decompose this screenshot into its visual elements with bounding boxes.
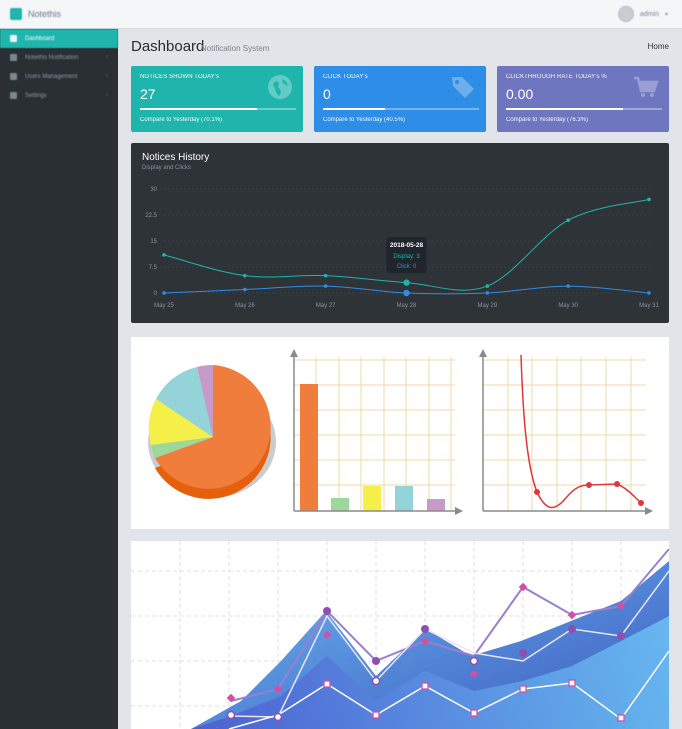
stat-value: 0.00 bbox=[506, 86, 534, 102]
sidebar-item-notification[interactable]: Notethis Notification ‹ bbox=[0, 48, 118, 67]
stat-progress-fill bbox=[323, 108, 386, 110]
data-point bbox=[403, 289, 410, 297]
user-menu[interactable]: admin ▾ bbox=[617, 6, 668, 22]
x-tick-label: May 26 bbox=[235, 303, 255, 309]
pie-chart-illustration bbox=[148, 364, 276, 499]
data-point bbox=[485, 284, 490, 288]
user-name: admin bbox=[639, 10, 659, 18]
chevron-left-icon: ‹ bbox=[106, 54, 108, 60]
stat-label: NOTICES SHOWN TODAY's bbox=[140, 74, 220, 80]
stat-label: CLICKTHROUGH RATE TODAY's % bbox=[506, 74, 607, 80]
x-tick-label: May 25 bbox=[154, 303, 174, 309]
tooltip-box bbox=[386, 237, 427, 273]
tooltip-date: 2018-05-28 bbox=[390, 242, 424, 249]
chart-illustration-image bbox=[148, 349, 653, 515]
page-title: Dashboard bbox=[131, 38, 205, 55]
cart-icon bbox=[634, 76, 659, 97]
avatar bbox=[617, 6, 634, 22]
y-tick-label: 15 bbox=[150, 239, 157, 245]
data-point bbox=[323, 273, 328, 278]
stat-value: 27 bbox=[140, 86, 156, 102]
sidebar-item-label: Dashboard bbox=[25, 35, 55, 42]
x-tick-label: May 30 bbox=[558, 303, 578, 309]
sidebar: Dashboard Notethis Notification ‹ Users … bbox=[0, 29, 118, 729]
brand-logo-icon bbox=[10, 8, 22, 20]
stat-progress-fill bbox=[506, 108, 623, 110]
history-subtitle: Display and Clicks bbox=[142, 165, 192, 171]
gear-icon bbox=[10, 92, 17, 99]
stat-compare: Compare to Yesterday (40.5%) bbox=[323, 117, 406, 123]
data-point bbox=[162, 291, 166, 295]
chevron-left-icon: ‹ bbox=[106, 73, 108, 79]
data-point bbox=[243, 273, 247, 278]
data-point bbox=[566, 218, 570, 222]
brand[interactable]: Notethis bbox=[10, 8, 61, 20]
stat-progress-fill bbox=[140, 108, 257, 110]
history-title: Notices History bbox=[142, 152, 210, 163]
sidebar-item-label: Notethis Notification bbox=[25, 54, 79, 61]
y-tick-label: 30 bbox=[150, 187, 157, 193]
stat-progress-bar bbox=[140, 108, 296, 110]
stat-label: CLICK TODAY's bbox=[323, 74, 368, 80]
stat-compare: Compare to Yesterday (76.3%) bbox=[506, 117, 589, 123]
tooltip-click: Click: 0 bbox=[397, 264, 417, 270]
brand-name: Notethis bbox=[28, 9, 62, 19]
stat-card-clicks: CLICK TODAY's 0 Compare to Yesterday (40… bbox=[314, 66, 486, 132]
data-point bbox=[485, 291, 490, 295]
x-tick-label: May 27 bbox=[316, 303, 336, 309]
bell-icon bbox=[10, 54, 17, 61]
y-tick-label: 7.5 bbox=[149, 265, 158, 271]
illustration-area-panel bbox=[131, 541, 669, 729]
area-chart-illustration bbox=[131, 541, 669, 729]
sidebar-item-label: Settings bbox=[25, 92, 47, 99]
tag-icon bbox=[452, 77, 474, 98]
data-point bbox=[647, 291, 651, 295]
illustration-charts-panel bbox=[131, 337, 669, 529]
stat-progress-bar bbox=[323, 108, 479, 110]
breadcrumb[interactable]: Home bbox=[647, 42, 669, 51]
stat-value: 0 bbox=[323, 86, 331, 102]
x-tick-label: May 28 bbox=[397, 303, 417, 309]
data-point bbox=[243, 287, 247, 292]
users-icon bbox=[10, 73, 17, 80]
sidebar-item-dashboard[interactable]: Dashboard bbox=[0, 29, 118, 48]
stat-card-notices: NOTICES SHOWN TODAY's 27 Compare to Yest… bbox=[131, 66, 303, 132]
dashboard-icon bbox=[10, 35, 17, 42]
notices-history-chart[interactable]: 0 7.5 15 22.5 30 May 25 May 26 May 27 May 28 May … bbox=[131, 143, 669, 323]
sidebar-item-settings[interactable]: Settings ‹ bbox=[0, 86, 118, 105]
data-point bbox=[403, 279, 410, 286]
page-subtitle: Notification System bbox=[201, 44, 270, 53]
stat-card-ctr: CLICKTHROUGH RATE TODAY's % 0.00 Compare… bbox=[497, 66, 669, 132]
x-tick-label: May 29 bbox=[477, 303, 497, 309]
notices-history-panel: Notices History Display and Clicks 0 7.5 1… bbox=[131, 143, 669, 323]
chevron-down-icon: ▾ bbox=[664, 11, 668, 18]
chevron-left-icon: ‹ bbox=[106, 92, 108, 98]
data-point bbox=[323, 284, 328, 288]
x-tick-label: May 31 bbox=[639, 303, 659, 309]
globe-icon bbox=[268, 75, 292, 99]
main-content: Dashboard Notification System Home NOTIC… bbox=[118, 29, 682, 729]
tooltip-display: Display: 3 bbox=[393, 254, 420, 260]
sidebar-item-label: Users Management bbox=[25, 73, 78, 80]
line-chart-illustration bbox=[479, 349, 653, 515]
bar-chart-illustration bbox=[290, 349, 463, 515]
top-bar: Notethis admin ▾ bbox=[0, 0, 682, 29]
sidebar-item-users[interactable]: Users Management ‹ bbox=[0, 67, 118, 86]
data-point bbox=[566, 284, 570, 288]
data-point bbox=[647, 197, 651, 202]
stat-compare: Compare to Yesterday (70.1%) bbox=[140, 117, 223, 123]
stat-progress-bar bbox=[506, 108, 662, 110]
y-tick-label: 0 bbox=[154, 291, 158, 297]
y-tick-label: 22.5 bbox=[145, 213, 157, 219]
data-point bbox=[162, 253, 166, 257]
